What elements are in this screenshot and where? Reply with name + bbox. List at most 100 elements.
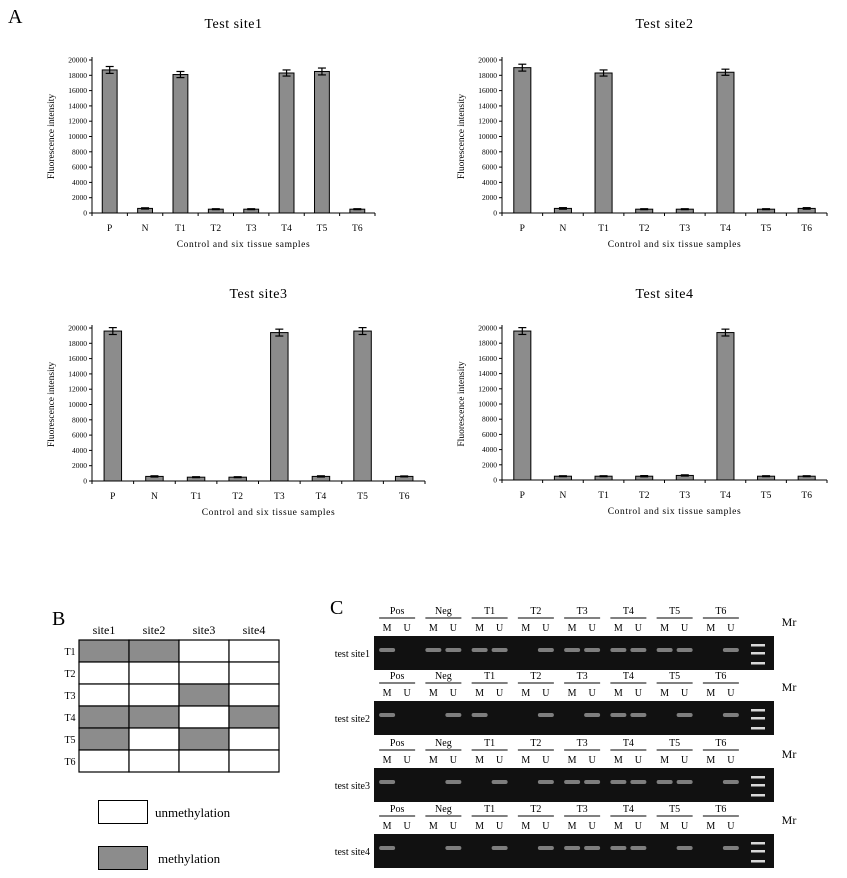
- table-cell: [178, 683, 230, 707]
- gel-band: [537, 780, 554, 784]
- y-tick-label: 8000: [72, 415, 87, 424]
- y-tick-label: 6000: [72, 163, 87, 172]
- y-tick-label: 8000: [72, 147, 87, 156]
- gel-lane-label-m: M: [475, 623, 484, 634]
- gel-lane-label-u: U: [727, 688, 735, 699]
- gel-group-label-T3: T3: [577, 738, 588, 749]
- gel-band: [676, 648, 693, 652]
- x-tick-label: T1: [175, 224, 186, 234]
- y-tick-label: 2000: [72, 461, 87, 470]
- x-tick-label: T2: [639, 224, 650, 234]
- gel-lane-label-m: M: [521, 623, 530, 634]
- gel-group-label-T5: T5: [669, 804, 680, 815]
- bar-T4: [716, 332, 735, 481]
- x-tick-label: N: [142, 224, 149, 234]
- gel-marker-band: [751, 776, 765, 779]
- y-tick-label: 18000: [68, 71, 87, 80]
- legend-unmethylation-swatch: [98, 800, 148, 824]
- table-cell: [178, 639, 230, 663]
- x-tick-label: P: [520, 491, 525, 501]
- gel-band: [425, 648, 442, 652]
- x-tick-label: T3: [246, 224, 257, 234]
- gel-marker-band: [751, 662, 765, 665]
- bar-chart-site2: Test site2 0 2000 4000 6000 8000 10000 12000 140…: [457, 17, 828, 250]
- gel-lane-label-m: M: [521, 688, 530, 699]
- gel-lane-label-u: U: [681, 623, 689, 634]
- gel-group-label-T6: T6: [715, 804, 726, 815]
- gel-group-label-T5: T5: [669, 606, 680, 617]
- gel-band: [584, 780, 601, 784]
- gel-lane-label-m: M: [383, 755, 392, 766]
- gel-lane-label-m: M: [568, 688, 577, 699]
- gel-band: [445, 713, 462, 717]
- y-tick-label: 4000: [72, 178, 87, 187]
- y-tick-label: 8000: [482, 147, 497, 156]
- y-tick-label: 16000: [68, 354, 87, 363]
- gel-marker-band: [751, 842, 765, 845]
- y-tick-label: 14000: [68, 369, 87, 378]
- gel-image: [374, 701, 774, 735]
- gel-band: [630, 780, 647, 784]
- x-tick-label: T4: [281, 224, 292, 234]
- gel-lane-label-u: U: [635, 755, 643, 766]
- gel-lane-label-m: M: [383, 821, 392, 832]
- y-axis-label: Fluorescence intensity: [457, 361, 467, 446]
- gel-group-label-Neg: Neg: [435, 671, 452, 682]
- x-tick-label: T5: [761, 224, 772, 234]
- y-tick-label: 2000: [482, 460, 497, 469]
- x-tick-label: T6: [801, 224, 812, 234]
- gel-group-label-T2: T2: [530, 738, 541, 749]
- x-tick-label: T3: [274, 492, 285, 502]
- table-cell: [128, 705, 180, 729]
- gel-band: [610, 648, 627, 652]
- y-axis-label: Fluorescence intensity: [47, 94, 57, 179]
- gel-band: [656, 780, 673, 784]
- gel-marker-band: [751, 860, 765, 863]
- gel-lane-label-m: M: [706, 755, 715, 766]
- table-row-label-T6: T6: [64, 757, 75, 768]
- y-tick-label: 0: [83, 209, 87, 218]
- gel-group-label-T4: T4: [623, 738, 634, 749]
- gel-band: [491, 846, 508, 850]
- gel-lane-label-m: M: [706, 821, 715, 832]
- gel-lane-label-m: M: [568, 623, 577, 634]
- x-tick-label: P: [110, 492, 115, 502]
- gel-marker-label: Mr: [782, 747, 797, 761]
- gel-lane-label-m: M: [475, 688, 484, 699]
- x-tick-label: T2: [232, 492, 243, 502]
- bar-T1: [594, 72, 613, 214]
- x-tick-label: N: [560, 491, 567, 501]
- gel-lane-label-u: U: [681, 821, 689, 832]
- gel-row-label: test site2: [335, 714, 370, 725]
- y-tick-label: 2000: [72, 193, 87, 202]
- gel-band: [584, 846, 601, 850]
- gel-band: [445, 780, 462, 784]
- table-cell: [228, 639, 280, 663]
- y-tick-label: 20000: [478, 324, 497, 333]
- y-tick-label: 20000: [68, 56, 87, 65]
- table-cell: [78, 749, 130, 773]
- table-row-label-T2: T2: [64, 669, 75, 680]
- gel-lane-label-m: M: [660, 623, 669, 634]
- gel-lane-label-u: U: [635, 623, 643, 634]
- gel-lane-label-u: U: [589, 755, 597, 766]
- gel-marker-label: Mr: [782, 813, 797, 827]
- y-tick-label: 6000: [482, 163, 497, 172]
- y-tick-label: 20000: [478, 56, 497, 65]
- bar-T4: [278, 72, 295, 214]
- gel-band: [537, 846, 554, 850]
- y-tick-label: 18000: [478, 71, 497, 80]
- bar-P: [513, 67, 532, 214]
- bar-T5: [353, 330, 372, 482]
- y-tick-label: 16000: [478, 354, 497, 363]
- y-tick-label: 10000: [68, 400, 87, 409]
- gel-marker-band: [751, 652, 765, 655]
- gel-band: [564, 780, 581, 784]
- table-cell: [228, 661, 280, 685]
- table-cell: [128, 661, 180, 685]
- gel-group-label-T5: T5: [669, 738, 680, 749]
- x-tick-label: T5: [761, 491, 772, 501]
- bar-P: [103, 330, 123, 482]
- chart-title: Test site1: [204, 17, 262, 32]
